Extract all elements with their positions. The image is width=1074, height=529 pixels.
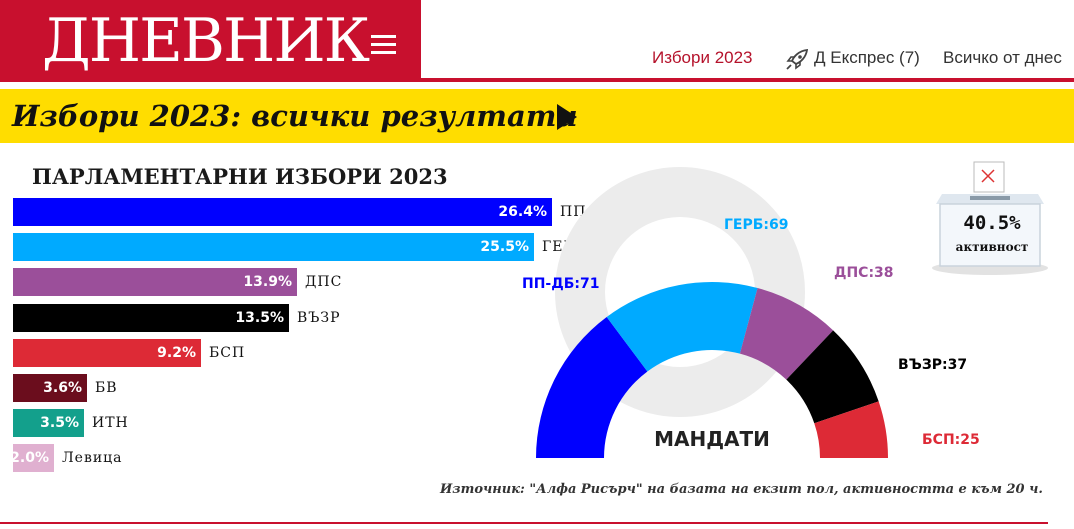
nav-link-all-today[interactable]: Всичко от днес — [943, 48, 1062, 67]
bar-8: 2.0% — [10, 444, 54, 472]
seat-label-dps: ДПС:38 — [834, 265, 894, 281]
seat-label-pp-db: ПП-ДБ:71 — [522, 276, 600, 292]
logo-bar: ДНЕВНИК — [0, 0, 421, 82]
rocket-icon — [786, 49, 809, 70]
play-arrow-icon[interactable] — [557, 104, 577, 130]
elections-banner[interactable]: Избори 2023: всички резултати — [0, 89, 1074, 143]
hamburger-menu-icon[interactable] — [371, 35, 396, 55]
bar-value-label: 13.5% — [235, 310, 284, 326]
turnout-value: 40.5% — [963, 212, 1021, 234]
bar-1: 26.4% — [13, 198, 552, 226]
turnout-label: активност — [955, 240, 1029, 254]
bar-party-label: ВЪЗР — [297, 310, 341, 326]
bar-value-label: 9.2% — [157, 345, 196, 361]
bar-value-label: 26.4% — [498, 204, 547, 220]
bar-party-label: Левица — [62, 450, 123, 466]
seat-arc-3 — [739, 287, 834, 380]
seat-arc-2 — [606, 282, 758, 372]
bar-value-label: 25.5% — [480, 239, 529, 255]
bar-3: 13.9% — [13, 268, 297, 296]
bar-value-label: 2.0% — [10, 450, 49, 466]
ballot-box-icon — [932, 161, 1048, 275]
seat-label-gerb: ГЕРБ:69 — [724, 217, 789, 233]
bar-value-label: 3.5% — [40, 415, 79, 431]
seat-label-vazr: ВЪЗР:37 — [898, 357, 968, 373]
header-divider — [421, 78, 1074, 82]
bottom-divider — [0, 522, 1048, 524]
decorative-ring — [555, 167, 805, 417]
bar-value-label: 3.6% — [43, 380, 82, 396]
nav-link-express[interactable]: Д Експрес (7) — [814, 48, 920, 67]
bar-6: 3.6% — [13, 374, 87, 402]
bar-7: 3.5% — [13, 409, 84, 437]
seat-label-bsp: БСП:25 — [922, 432, 980, 448]
bar-5: 9.2% — [13, 339, 201, 367]
seat-arc-1 — [536, 316, 648, 458]
bar-4: 13.5% — [13, 304, 289, 332]
bar-2: 25.5% — [13, 233, 534, 261]
bar-party-label: БСП — [209, 345, 246, 361]
bar-party-label: ДПС — [305, 274, 343, 290]
banner-title: Избори 2023: всички резултати — [12, 99, 578, 133]
nav-link-elections[interactable]: Избори 2023 — [652, 48, 753, 67]
bar-party-label: БВ — [95, 380, 118, 396]
chart-title: ПАРЛАМЕНТАРНИ ИЗБОРИ 2023 — [32, 164, 448, 189]
seats-baseline — [537, 458, 889, 462]
bar-party-label: ИТН — [92, 415, 129, 431]
seat-arc-5 — [814, 401, 888, 458]
source-note: Източник: "Алфа Рисърч" на базата на екз… — [440, 482, 1043, 497]
bar-value-label: 13.9% — [243, 274, 292, 290]
site-logo[interactable]: ДНЕВНИК — [42, 6, 370, 76]
seat-arc-4 — [786, 330, 879, 424]
